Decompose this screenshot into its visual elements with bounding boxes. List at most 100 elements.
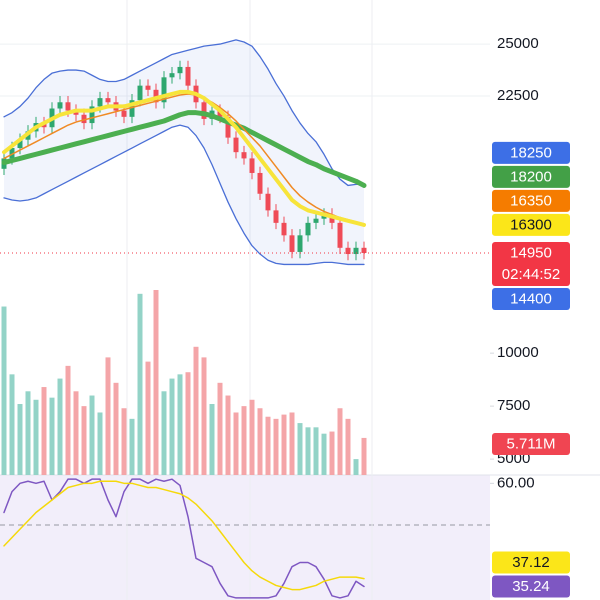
volume-bar bbox=[185, 372, 191, 475]
candle-body bbox=[161, 77, 167, 103]
candle-body bbox=[177, 66, 183, 74]
candle-body bbox=[353, 247, 359, 255]
volume-bar bbox=[297, 423, 303, 475]
volume-bar bbox=[153, 290, 159, 475]
candle-body bbox=[249, 158, 255, 173]
indicator-line bbox=[3, 480, 365, 591]
volume-bar bbox=[105, 357, 111, 475]
badge-label: 35.24 bbox=[512, 578, 550, 595]
volume-bar bbox=[65, 365, 71, 475]
volume-bar bbox=[177, 374, 183, 475]
volume-bar bbox=[9, 374, 15, 475]
volume-bar bbox=[89, 395, 95, 475]
volume-bar bbox=[233, 412, 239, 475]
volume-bar bbox=[193, 346, 199, 475]
price-badge bbox=[492, 287, 570, 310]
candle-body bbox=[305, 222, 311, 236]
price-badge bbox=[492, 575, 570, 598]
y-tick-label: 10000 bbox=[497, 344, 539, 361]
volume-bar bbox=[169, 378, 175, 475]
candle-body bbox=[9, 148, 15, 159]
volume-bar bbox=[289, 412, 295, 475]
volume-bar bbox=[129, 418, 135, 475]
candle-body bbox=[265, 193, 271, 211]
volume-bar bbox=[17, 404, 23, 475]
y-tick-label: 25000 bbox=[497, 35, 539, 52]
candle-body bbox=[145, 85, 151, 90]
price-badge bbox=[492, 551, 570, 574]
price-badge bbox=[492, 189, 570, 212]
candle-body bbox=[137, 85, 143, 101]
candle-body bbox=[225, 116, 231, 138]
badge-label: 18200 bbox=[510, 168, 552, 185]
volume-bar bbox=[81, 406, 87, 475]
volume-bar bbox=[57, 378, 63, 475]
candle-body bbox=[169, 73, 175, 78]
candle-body bbox=[17, 139, 23, 149]
volume-bar bbox=[329, 431, 335, 475]
volume-bar bbox=[25, 391, 31, 475]
volume-bar bbox=[361, 437, 367, 475]
volume-bar bbox=[273, 418, 279, 475]
candle-body bbox=[361, 247, 367, 253]
volume-bar bbox=[97, 412, 103, 475]
candle-body bbox=[273, 210, 279, 223]
badge-label: 16300 bbox=[510, 216, 552, 233]
candle-body bbox=[337, 222, 343, 248]
candle-body bbox=[321, 214, 327, 219]
indicator-line bbox=[3, 124, 365, 266]
volume-bar bbox=[145, 361, 151, 475]
candle-body bbox=[129, 100, 135, 117]
candle-body bbox=[281, 222, 287, 236]
volume-bar bbox=[121, 408, 127, 475]
candle-body bbox=[153, 89, 159, 103]
y-tick-label: 60.00 bbox=[497, 474, 535, 491]
price-badge bbox=[492, 165, 570, 188]
indicator-line bbox=[2, 89, 366, 227]
badge-label: 14400 bbox=[510, 290, 552, 307]
candle-body bbox=[73, 110, 79, 115]
candle-body bbox=[217, 110, 223, 117]
candle-body bbox=[57, 102, 63, 109]
volume-bar bbox=[337, 408, 343, 475]
y-tick-label: 22500 bbox=[497, 87, 539, 104]
volume-bar bbox=[225, 395, 231, 475]
volume-badge-label: 5.711M bbox=[507, 436, 556, 453]
price-badge bbox=[492, 141, 570, 164]
volume-bar bbox=[305, 427, 311, 475]
volume-bar bbox=[201, 357, 207, 475]
volume-bar bbox=[33, 399, 39, 475]
candle-body bbox=[81, 114, 87, 124]
indicator-line bbox=[3, 39, 365, 187]
volume-bar bbox=[209, 404, 215, 475]
volume-bar bbox=[353, 459, 359, 475]
candle-body bbox=[241, 152, 247, 159]
volume-plot bbox=[1, 290, 367, 475]
badge-countdown: 02:44:52 bbox=[502, 266, 560, 283]
volume-bar bbox=[1, 306, 7, 475]
volume-bar bbox=[73, 391, 79, 475]
candle-body bbox=[289, 235, 295, 252]
volume-bar bbox=[257, 408, 263, 475]
volume-bar bbox=[313, 427, 319, 475]
candle-body bbox=[89, 106, 95, 124]
indicator-line bbox=[1, 110, 367, 188]
candle-body bbox=[65, 102, 71, 111]
volume-bar bbox=[137, 293, 143, 475]
volume-bar bbox=[217, 382, 223, 475]
volume-bar bbox=[249, 399, 255, 475]
price-badge bbox=[492, 241, 570, 286]
volume-bar bbox=[41, 387, 47, 475]
indicator-line bbox=[3, 478, 365, 599]
candle-body bbox=[121, 110, 127, 117]
volume-bar bbox=[345, 418, 351, 475]
rsi-plot bbox=[3, 478, 365, 599]
volume-bar bbox=[113, 382, 119, 475]
candle-body bbox=[313, 218, 319, 223]
candle-body bbox=[257, 172, 263, 194]
candle-body bbox=[185, 66, 191, 86]
band-fill bbox=[4, 39, 364, 265]
volume-badge bbox=[492, 433, 570, 456]
volume-bar bbox=[265, 416, 271, 475]
candle-body bbox=[329, 214, 335, 223]
